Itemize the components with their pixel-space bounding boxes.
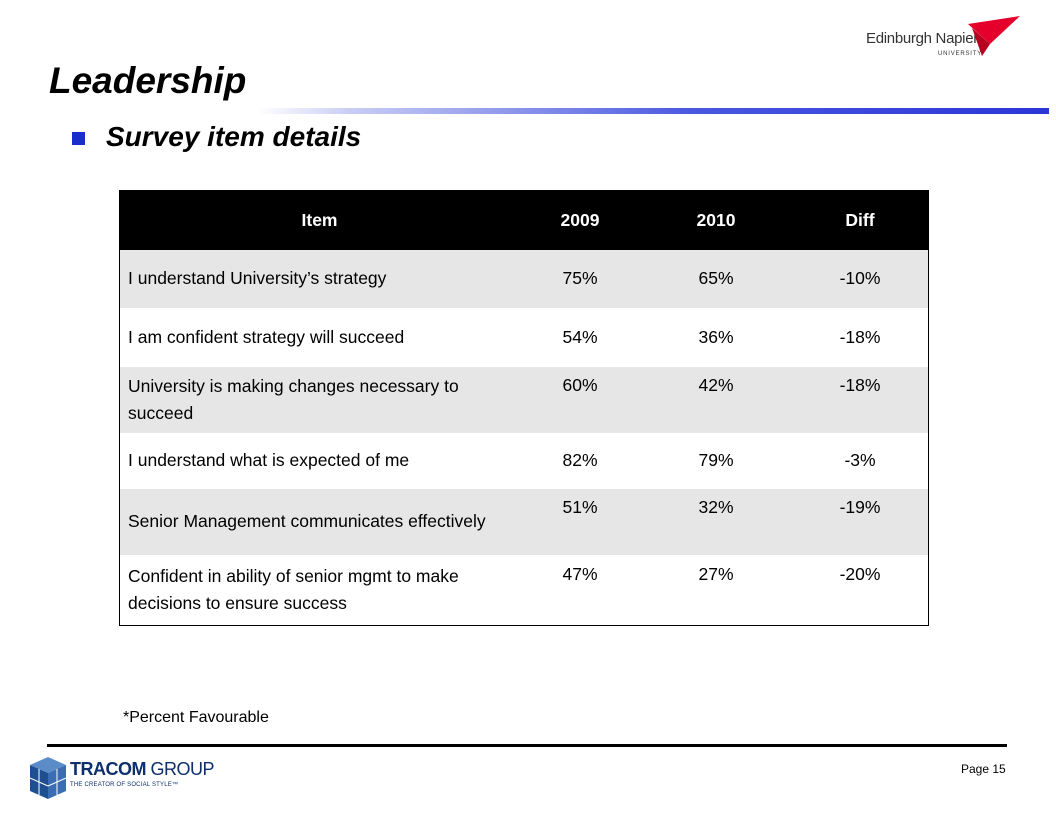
cell-diff: -20%	[791, 555, 929, 626]
footer-divider	[47, 744, 1007, 747]
column-header-2010: 2010	[641, 190, 791, 250]
table-row: Senior Management communicates effective…	[120, 488, 929, 556]
napier-flag-icon	[968, 16, 1020, 56]
cell-2010: 32%	[641, 488, 791, 556]
tracom-tagline: THE CREATOR OF SOCIAL STYLE™	[70, 782, 179, 788]
column-header-diff: Diff	[791, 190, 929, 250]
cell-2009: 51%	[519, 488, 641, 556]
column-header-item: Item	[120, 190, 519, 250]
footnote: *Percent Favourable	[123, 709, 269, 726]
cell-2009: 82%	[519, 433, 641, 489]
logo-sub: UNIVERSITY	[938, 51, 983, 57]
cell-diff: -18%	[791, 366, 929, 434]
cell-2010: 42%	[641, 366, 791, 434]
tracom-brand-rest: GROUP	[146, 759, 215, 779]
cell-diff: -19%	[791, 488, 929, 556]
cell-diff: -3%	[791, 433, 929, 489]
cell-2010: 79%	[641, 433, 791, 489]
page-title: Leadership	[49, 60, 247, 101]
edinburgh-napier-logo: Edinburgh Napier UNIVERSITY	[862, 14, 1022, 70]
square-bullet-icon	[72, 132, 85, 145]
table-row: University is making changes necessary t…	[120, 366, 929, 434]
table-header-row: Item 2009 2010 Diff	[120, 190, 929, 250]
survey-table: Item 2009 2010 Diff I understand Univers…	[120, 190, 929, 626]
page-number: Page 15	[961, 762, 1006, 776]
cell-item: I understand University’s strategy	[120, 250, 519, 309]
cell-2009: 47%	[519, 555, 641, 626]
cell-2009: 54%	[519, 308, 641, 367]
column-header-2009: 2009	[519, 190, 641, 250]
table-row: I am confident strategy will succeed 54%…	[120, 308, 929, 367]
cell-item: University is making changes necessary t…	[120, 366, 519, 434]
title-underline-bar	[257, 108, 1049, 114]
cell-2010: 36%	[641, 308, 791, 367]
tracom-brand: TRACOM GROUP	[70, 759, 215, 780]
cell-item: Senior Management communicates effective…	[120, 488, 519, 556]
cell-item: I understand what is expected of me	[120, 433, 519, 489]
cell-item: Confident in ability of senior mgmt to m…	[120, 555, 519, 626]
cell-item: I am confident strategy will succeed	[120, 308, 519, 367]
tracom-brand-bold: TRACOM	[70, 759, 147, 779]
cell-diff: -10%	[791, 250, 929, 309]
cell-2009: 60%	[519, 366, 641, 434]
cell-2010: 65%	[641, 250, 791, 309]
table-row: I understand University’s strategy 75% 6…	[120, 250, 929, 309]
cube-icon	[29, 757, 67, 799]
tracom-logo: TRACOM GROUP THE CREATOR OF SOCIAL STYLE…	[28, 753, 218, 803]
table-row: Confident in ability of senior mgmt to m…	[120, 555, 929, 626]
cell-2009: 75%	[519, 250, 641, 309]
cell-diff: -18%	[791, 308, 929, 367]
logo-name: Edinburgh Napier	[866, 30, 978, 47]
table-row: I understand what is expected of me 82% …	[120, 433, 929, 489]
cell-2010: 27%	[641, 555, 791, 626]
page-subtitle: Survey item details	[106, 121, 362, 152]
